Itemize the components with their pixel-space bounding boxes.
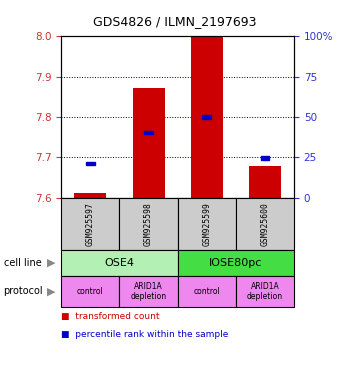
Text: ARID1A
depletion: ARID1A depletion [131, 282, 167, 301]
Text: OSE4: OSE4 [104, 258, 134, 268]
Text: control: control [77, 287, 104, 296]
Text: ▶: ▶ [47, 258, 55, 268]
Bar [260, 156, 269, 160]
Bar [86, 162, 95, 165]
Text: ■  percentile rank within the sample: ■ percentile rank within the sample [61, 329, 229, 339]
Bar [191, 36, 223, 198]
Text: protocol: protocol [4, 286, 43, 296]
Text: IOSE80pc: IOSE80pc [209, 258, 262, 268]
Text: ARID1A
depletion: ARID1A depletion [247, 282, 283, 301]
Text: GSM925598: GSM925598 [144, 202, 153, 246]
Text: GSM925597: GSM925597 [86, 202, 95, 246]
Text: cell line: cell line [4, 258, 41, 268]
Bar [133, 88, 164, 198]
Text: GDS4826 / ILMN_2197693: GDS4826 / ILMN_2197693 [93, 15, 257, 28]
Text: GSM925600: GSM925600 [260, 202, 270, 246]
Text: ▶: ▶ [47, 286, 55, 296]
Bar [202, 115, 211, 119]
Text: ■  transformed count: ■ transformed count [61, 312, 160, 321]
Text: GSM925599: GSM925599 [202, 202, 211, 246]
Text: control: control [193, 287, 220, 296]
Bar [144, 131, 153, 134]
Bar [249, 166, 281, 198]
Bar [74, 193, 106, 198]
